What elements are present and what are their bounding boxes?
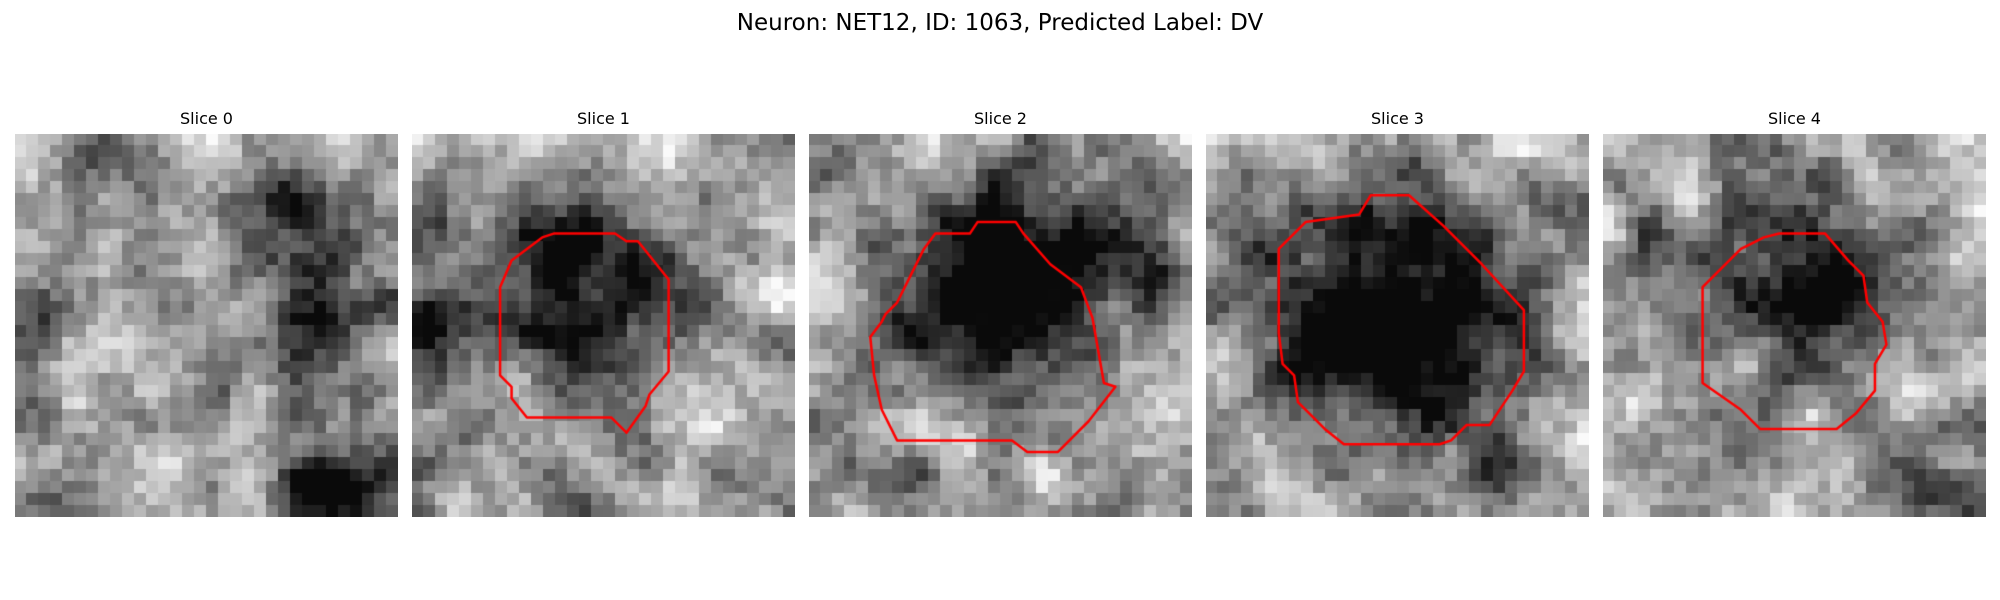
slice-4-image	[1603, 134, 1986, 517]
panel-title-slice-3: Slice 3	[1371, 109, 1424, 128]
slice-1-image	[412, 134, 795, 517]
panel-title-slice-0: Slice 0	[180, 109, 233, 128]
panel-title-slice-4: Slice 4	[1768, 109, 1821, 128]
slice-3-image	[1206, 134, 1589, 517]
slice-0-image	[15, 134, 398, 517]
panel-title-slice-2: Slice 2	[974, 109, 1027, 128]
panel-title-slice-1: Slice 1	[577, 109, 630, 128]
slice-2-image	[809, 134, 1192, 517]
figure-title: Neuron: NET12, ID: 1063, Predicted Label…	[736, 10, 1264, 36]
